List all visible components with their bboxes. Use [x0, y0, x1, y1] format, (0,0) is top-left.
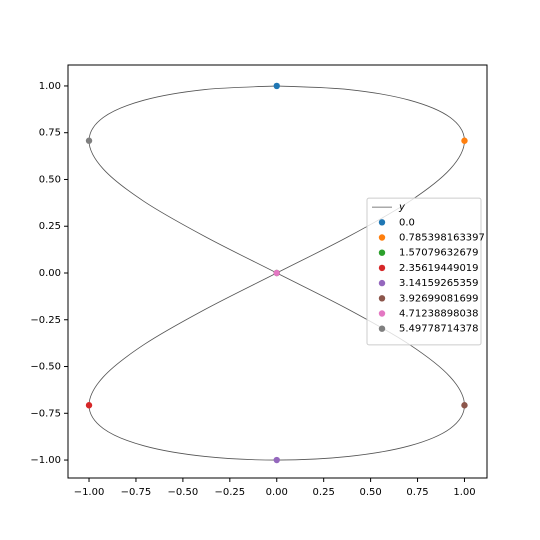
y-tick-label: 0.50: [39, 174, 61, 185]
point: [85, 402, 93, 409]
legend-label: 1.57079632679: [399, 248, 479, 259]
legend-label: 2.35619449019: [399, 263, 479, 274]
point: [273, 269, 280, 277]
point: [273, 82, 280, 90]
y-tick-label: −0.50: [30, 362, 61, 373]
legend-marker: [378, 325, 386, 332]
legend-marker: [378, 310, 386, 317]
legend-label: 4.71238898038: [399, 309, 479, 320]
legend-marker: [378, 264, 386, 272]
y-tick-label: 0.25: [39, 221, 61, 232]
x-tick-label: 0.25: [313, 487, 335, 498]
x-tick-label: 0.75: [406, 487, 428, 498]
y-tick-label: −0.75: [30, 408, 61, 419]
x-tick-label: −1.00: [74, 487, 105, 498]
legend-label: 3.92699081699: [399, 293, 479, 304]
legend-marker: [378, 279, 386, 287]
y-tick-label: 1.00: [39, 81, 61, 92]
point: [461, 137, 468, 144]
y-tick-label: 0.75: [39, 128, 61, 139]
x-tick-label: 0.00: [266, 487, 288, 498]
point: [273, 456, 280, 464]
y-tick-label: 0.00: [39, 268, 61, 279]
legend-marker: [378, 295, 386, 302]
legend-marker: [378, 219, 386, 226]
x-tick-label: 0.50: [359, 487, 381, 498]
legend-marker: [378, 234, 386, 241]
legend-label: 5.49778714378: [399, 324, 479, 335]
legend-label: y: [398, 202, 406, 213]
x-tick-label: −0.75: [121, 487, 152, 498]
y-tick-label: −1.00: [30, 455, 61, 466]
legend-label: 0.0: [399, 217, 415, 228]
legend-label: 0.785398163397: [399, 233, 485, 244]
point: [85, 137, 93, 144]
legend-marker: [378, 249, 386, 256]
point: [461, 402, 468, 409]
legend-box: [366, 197, 482, 346]
y-tick-label: −0.25: [30, 315, 61, 326]
x-tick-label: 1.00: [453, 487, 475, 498]
legend-label: 3.14159265359: [399, 278, 479, 289]
x-tick-label: −0.50: [168, 487, 199, 498]
x-tick-label: −0.25: [214, 487, 245, 498]
